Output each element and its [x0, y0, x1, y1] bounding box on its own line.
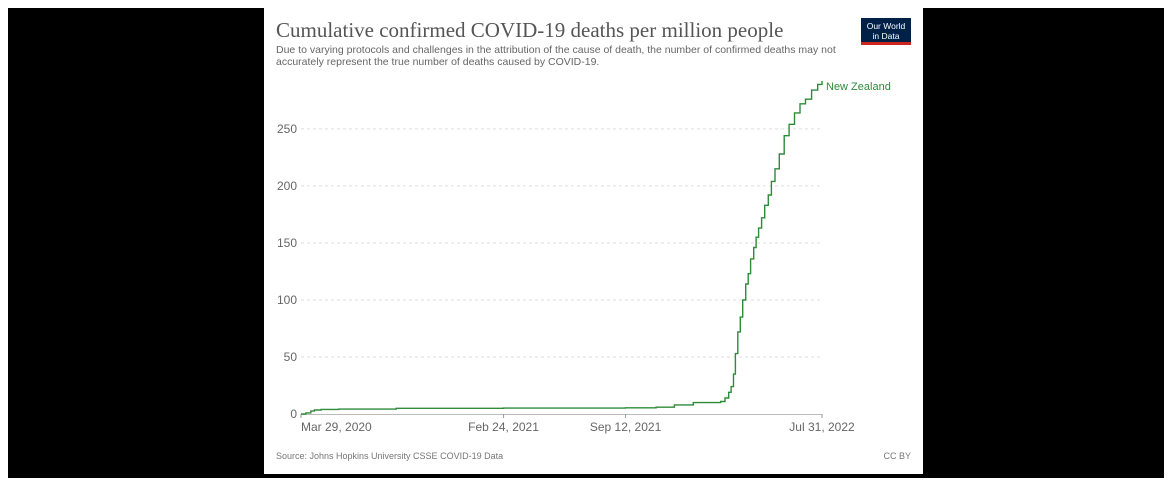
x-tick-label: Sep 12, 2021: [590, 420, 662, 434]
chart-title: Cumulative confirmed COVID-19 deaths per…: [276, 18, 784, 42]
license-note[interactable]: CC BY: [883, 451, 911, 461]
y-tick-label: 200: [277, 179, 297, 193]
chart-card: Cumulative confirmed COVID-19 deaths per…: [264, 8, 923, 474]
series-line-new-zealand[interactable]: [301, 81, 823, 415]
series-label-new-zealand[interactable]: New Zealand: [826, 81, 891, 93]
axes: 0 50 100 150 200 250 Mar 29, 2020 Feb 24, 2021 S…: [277, 122, 855, 434]
line-chart: 0 50 100 150 200 250 Mar 29, 2020 Feb 24, 2021 S…: [277, 81, 891, 434]
grid-lines: [301, 128, 822, 358]
y-tick-label: 100: [277, 293, 297, 307]
series-layer: New Zealand: [301, 81, 891, 415]
x-tick-label: Feb 24, 2021: [468, 420, 539, 434]
y-tick-label: 250: [277, 122, 297, 136]
source-note: Source: Johns Hopkins University CSSE CO…: [276, 451, 504, 461]
x-tick-label: Mar 29, 2020: [301, 420, 372, 434]
x-tick-label: Jul 31, 2022: [789, 420, 855, 434]
logo-line-1: Our World: [866, 21, 906, 31]
y-tick-label: 50: [284, 350, 298, 364]
y-tick-label: 150: [277, 236, 297, 250]
owid-logo[interactable]: Our World in Data: [861, 18, 911, 45]
logo-line-2: in Data: [872, 31, 900, 41]
y-tick-label: 0: [290, 407, 297, 421]
chart-subtitle: Due to varying protocols and challenges …: [276, 44, 836, 68]
